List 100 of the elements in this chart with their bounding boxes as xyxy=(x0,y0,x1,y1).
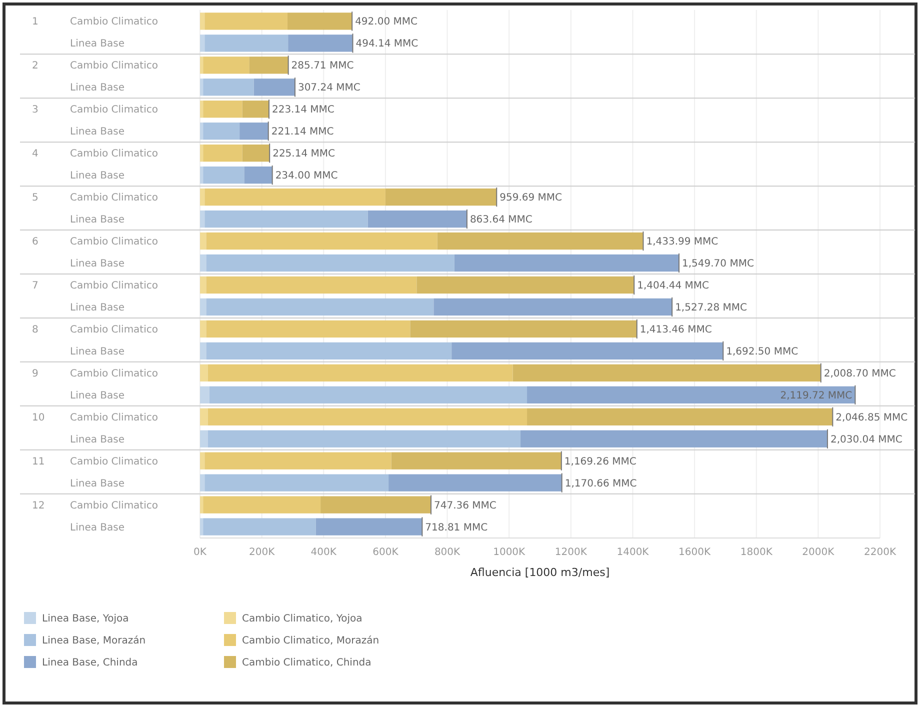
bar xyxy=(200,320,206,338)
x-tick-label: 600K xyxy=(372,547,399,558)
y-tick-label: Linea Base xyxy=(70,214,124,226)
text: 1 xyxy=(32,16,38,28)
bar xyxy=(200,276,206,294)
y-tick-label: Cambio Climatico xyxy=(70,16,158,28)
y-tick-label: Linea Base xyxy=(70,126,124,138)
bar xyxy=(437,232,644,250)
total-label: 234.00 MMC xyxy=(275,170,338,182)
total-label: 1,549.70 MMC xyxy=(682,258,754,270)
bar xyxy=(452,342,724,360)
x-axis-title: Afluencia [1000 m3/mes] xyxy=(470,566,610,579)
text: 3 xyxy=(32,104,38,116)
bar xyxy=(200,56,204,74)
total-label: 959.69 MMC xyxy=(500,192,562,204)
x-tick-label: 0K xyxy=(194,547,207,558)
bar xyxy=(200,12,205,30)
legend-label: Cambio Climatico, Chinda xyxy=(242,658,372,668)
y-tick-label: Cambio Climatico xyxy=(70,236,158,248)
y-tick-label: Cambio Climatico xyxy=(70,60,158,72)
legend-label: Linea Base, Yojoa xyxy=(42,614,129,624)
y-tick-label: Linea Base xyxy=(70,258,124,270)
text: 10 xyxy=(32,412,45,424)
legend-label: Linea Base, Chinda xyxy=(42,658,138,668)
text: 4 xyxy=(32,148,38,160)
bar xyxy=(200,210,205,228)
bar xyxy=(200,166,204,184)
total-label: 223.14 MMC xyxy=(272,104,334,116)
text: 12 xyxy=(32,500,45,512)
total-label: 1,413.46 MMC xyxy=(640,324,712,336)
bar xyxy=(203,56,250,74)
y-tick-label: Linea Base xyxy=(70,390,124,402)
total-label: 2,008.70 MMC xyxy=(824,368,896,380)
bar xyxy=(203,78,254,96)
bar xyxy=(200,474,205,492)
bar xyxy=(200,232,206,250)
bar xyxy=(208,408,528,426)
x-tick-label: 800K xyxy=(434,547,461,558)
bar xyxy=(200,408,208,426)
legend-label: Cambio Climatico, Morazán xyxy=(242,636,380,646)
bar xyxy=(512,364,821,382)
x-tick-label: 200K xyxy=(248,547,276,558)
y-tick-label: Linea Base xyxy=(70,302,124,314)
text: 2 xyxy=(32,60,38,72)
x-tick-label: 1600K xyxy=(678,547,711,558)
x-tick-label: 1400K xyxy=(616,547,650,558)
bar xyxy=(527,386,856,404)
bar xyxy=(244,166,272,184)
y-tick-label: Linea Base xyxy=(70,170,124,182)
text: 11 xyxy=(32,456,45,468)
total-label: 492.00 MMC xyxy=(355,16,418,28)
bar xyxy=(203,496,321,514)
bar xyxy=(434,298,672,316)
y-tick-label: Cambio Climatico xyxy=(70,456,158,468)
y-tick-label: Cambio Climatico xyxy=(70,280,158,292)
bar xyxy=(206,342,452,360)
bar xyxy=(368,210,467,228)
bar xyxy=(203,518,316,536)
bar xyxy=(208,430,521,448)
y-tick-label: Cambio Climatico xyxy=(70,104,158,116)
bar xyxy=(206,232,438,250)
total-label: 307.24 MMC xyxy=(298,82,360,94)
bar xyxy=(287,12,352,30)
bar xyxy=(206,320,410,338)
bar xyxy=(203,122,240,140)
bar xyxy=(206,254,454,272)
total-label: 1,169.26 MMC xyxy=(564,456,636,468)
total-label: 225.14 MMC xyxy=(272,148,336,160)
y-tick-label: Cambio Climatico xyxy=(70,500,158,512)
bar xyxy=(204,474,389,492)
bar xyxy=(206,276,417,294)
total-label: 747.36 MMC xyxy=(434,500,496,512)
bar xyxy=(385,188,497,206)
bar xyxy=(204,12,288,30)
bar xyxy=(200,342,206,360)
y-tick-label: Cambio Climatico xyxy=(70,412,158,424)
bar xyxy=(316,518,422,536)
total-label: 718.81 MMC xyxy=(425,522,488,534)
bar xyxy=(204,452,392,470)
y-tick-label: Cambio Climatico xyxy=(70,148,158,160)
bar xyxy=(204,210,368,228)
bar xyxy=(410,320,637,338)
x-tick-label: 1200K xyxy=(554,547,588,558)
x-tick-label: 2200K xyxy=(864,547,896,558)
total-label: 1,527.28 MMC xyxy=(675,302,748,314)
bar xyxy=(200,496,204,514)
total-label: 1,692.50 MMC xyxy=(726,346,798,358)
bar xyxy=(200,430,208,448)
bar xyxy=(249,56,288,74)
y-tick-label: Linea Base xyxy=(70,38,124,50)
y-tick-label: Cambio Climatico xyxy=(70,368,158,380)
bar xyxy=(416,276,634,294)
total-label: 863.64 MMC xyxy=(470,214,532,226)
bar xyxy=(203,166,244,184)
bar xyxy=(200,364,208,382)
total-label: 1,170.66 MMC xyxy=(564,478,637,490)
bar xyxy=(204,34,288,52)
text: 8 xyxy=(32,324,38,336)
total-label: 2,119.72 MMC xyxy=(780,390,852,402)
y-tick-label: Linea Base xyxy=(70,434,124,446)
